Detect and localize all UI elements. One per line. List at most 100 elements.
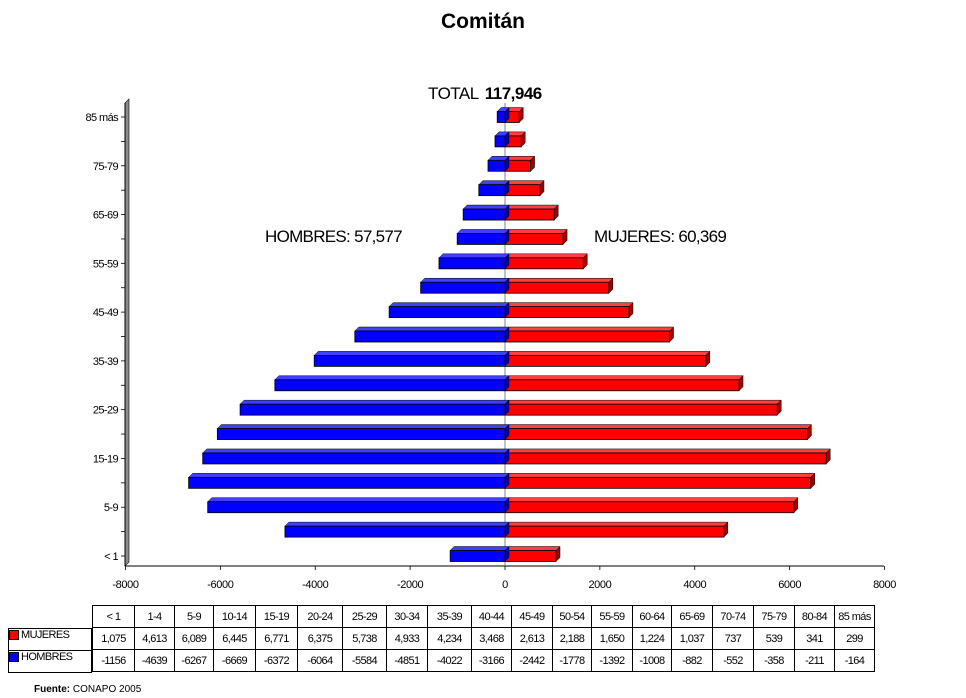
x-tick-label: 6000 xyxy=(778,579,801,591)
table-cell: 2,188 xyxy=(552,627,592,650)
mujeres-bar xyxy=(504,525,725,538)
table-cell: 3,468 xyxy=(471,627,512,650)
total-label: TOTAL xyxy=(428,84,479,103)
table-cell: 6,089 xyxy=(174,627,214,650)
table-cell: -5584 xyxy=(342,649,387,672)
table-cell: -4851 xyxy=(386,649,428,672)
hombres-bar-top xyxy=(388,302,510,307)
hombres-bar xyxy=(313,354,506,367)
mujeres-bar xyxy=(504,550,557,562)
table-cell: -1778 xyxy=(552,649,592,672)
table-cell: 1,224 xyxy=(632,627,672,650)
mujeres-bar-top xyxy=(504,473,816,478)
hombres-bar-top xyxy=(284,521,510,527)
mujeres-bar xyxy=(504,233,564,245)
table-cell: 1,037 xyxy=(671,627,713,650)
table-cell: 299 xyxy=(834,627,875,650)
hombres-bar xyxy=(239,403,506,416)
hombres-bar xyxy=(462,208,506,221)
table-header-row: < 1 1-4 5-9 10-14 15-19 20-24 25-29 30-34 35-39 4… xyxy=(92,605,875,628)
table-header-cell: 60-64 xyxy=(632,605,672,628)
table-header-cell: 30-34 xyxy=(386,605,428,628)
table-cell: -2442 xyxy=(511,649,553,672)
table-header-cell: 40-44 xyxy=(471,605,512,628)
table-header-cell: 85 más xyxy=(834,605,875,628)
source-text: CONAPO 2005 xyxy=(72,684,142,695)
hombres-bar-top xyxy=(216,424,510,429)
y-tick-label: 25-29 xyxy=(93,405,119,417)
table-header-cell: 50-54 xyxy=(552,605,592,628)
hombres-bar xyxy=(456,233,506,245)
mujeres-bar xyxy=(504,452,827,465)
table-cell: -1392 xyxy=(591,649,633,672)
hombres-bar-top xyxy=(313,351,510,356)
table-cell: -552 xyxy=(712,649,754,672)
table-cell: 6,375 xyxy=(297,627,343,650)
hombres-bar xyxy=(487,159,506,172)
table-cell: -358 xyxy=(753,649,795,672)
table-cell: -6064 xyxy=(297,649,343,672)
hombres-bar-top xyxy=(478,180,510,185)
hombres-bar-top xyxy=(239,399,510,405)
table-cell: 4,933 xyxy=(386,627,428,650)
mujeres-bar xyxy=(504,330,670,343)
hombres-bar xyxy=(388,306,506,319)
mujeres-bar-top xyxy=(504,302,634,307)
table-header-cell: 5-9 xyxy=(174,605,214,628)
mujeres-bar-top xyxy=(504,277,614,283)
hombres-bar xyxy=(274,379,506,392)
mujeres-bar xyxy=(504,379,740,392)
mujeres-bar-top xyxy=(504,156,536,161)
table-cell: 1,075 xyxy=(92,627,135,650)
x-tick-label: 0 xyxy=(502,579,508,591)
y-tick-label: < 1 xyxy=(104,551,118,563)
table-header-cell: 75-79 xyxy=(753,605,795,628)
table-header-cell: 1-4 xyxy=(134,605,175,628)
table-cell: -164 xyxy=(834,649,875,672)
mujeres-bar-top xyxy=(504,229,568,234)
table-header-cell: < 1 xyxy=(92,605,135,628)
legend-entry: MUJERES xyxy=(8,627,92,651)
hombres-bar-top xyxy=(202,448,510,454)
y-tick-label: 45-49 xyxy=(93,307,119,319)
legend-entry: HOMBRES xyxy=(8,649,92,673)
table-cell: -1156 xyxy=(92,649,135,672)
table-cell: -1008 xyxy=(632,649,672,672)
table-cell: -6669 xyxy=(213,649,256,672)
mujeres-bar-top xyxy=(504,253,588,259)
table-header-cell: 45-49 xyxy=(511,605,553,628)
mujeres-bar-top xyxy=(504,204,559,210)
mujeres-bar-top xyxy=(504,424,813,429)
y-tick-label: 75-79 xyxy=(93,161,119,173)
y-tick-label: 55-59 xyxy=(93,258,119,270)
hombres-bar xyxy=(494,135,506,148)
table-header-cell: 10-14 xyxy=(213,605,256,628)
table-header-cell: 25-29 xyxy=(342,605,387,628)
mujeres-bar-top xyxy=(504,521,729,527)
table-cell: -4639 xyxy=(134,649,175,672)
table-header-cell: 65-69 xyxy=(671,605,713,628)
table-header-cell: 35-39 xyxy=(427,605,472,628)
legend-swatch xyxy=(9,629,19,640)
hombres-bar xyxy=(354,330,506,343)
table-cell: -882 xyxy=(671,649,713,672)
table-cell: 737 xyxy=(712,627,754,650)
table-cell: 341 xyxy=(794,627,835,650)
mujeres-bar-top xyxy=(504,375,744,381)
mujeres-bar-top xyxy=(504,497,799,502)
hombres-bar-top xyxy=(274,375,510,381)
hombres-bar xyxy=(188,476,506,489)
table-header-cell: 70-74 xyxy=(712,605,754,628)
table-cell: 2,613 xyxy=(511,627,553,650)
table-cell: 1,650 xyxy=(591,627,633,650)
hombres-bar xyxy=(478,184,506,197)
source-label: Fuente: xyxy=(34,684,71,695)
hombres-bar-top xyxy=(456,229,510,234)
hombres-bar xyxy=(420,281,506,294)
hombres-bar xyxy=(202,452,506,465)
legend-label: MUJERES xyxy=(21,628,70,641)
mujeres-bar-top xyxy=(504,180,545,185)
hombres-bar xyxy=(438,257,506,270)
hombres-bar-top xyxy=(462,204,510,210)
mujeres-bar xyxy=(504,354,707,367)
